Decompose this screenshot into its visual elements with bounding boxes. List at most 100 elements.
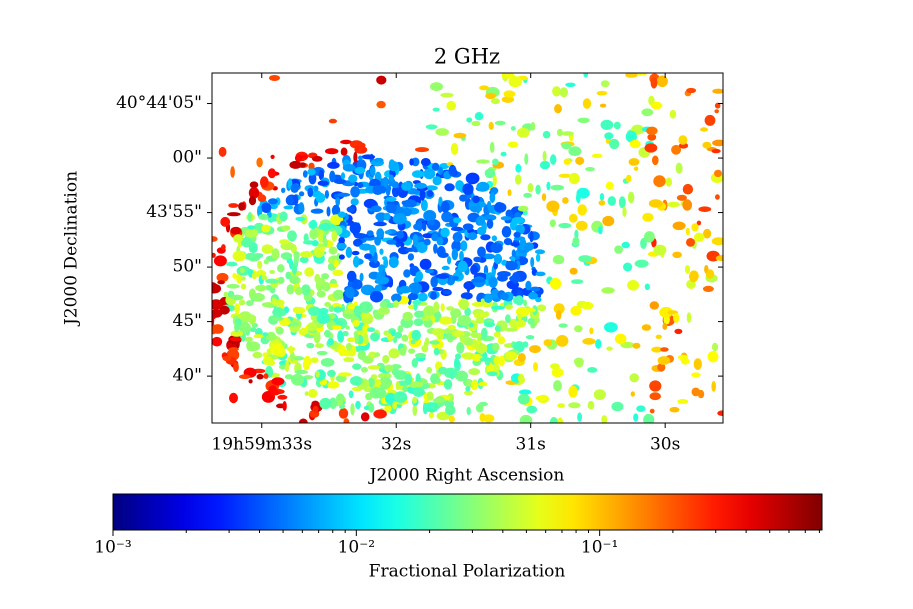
map-blob bbox=[426, 190, 434, 197]
map-blob bbox=[230, 166, 235, 178]
map-blob bbox=[413, 223, 422, 231]
map-blob bbox=[363, 332, 369, 345]
map-blob bbox=[402, 199, 417, 208]
map-blob bbox=[364, 253, 373, 260]
map-blob bbox=[647, 133, 657, 141]
map-blob bbox=[382, 354, 390, 364]
map-blob bbox=[324, 329, 331, 338]
map-blob bbox=[420, 158, 431, 167]
map-blob bbox=[441, 265, 450, 271]
map-blob bbox=[473, 256, 482, 263]
map-blob bbox=[393, 391, 408, 403]
map-blob bbox=[238, 374, 251, 380]
map-blob bbox=[463, 337, 474, 346]
y-tick-label: 50" bbox=[173, 257, 202, 277]
map-blob bbox=[234, 322, 240, 333]
map-blob bbox=[309, 219, 318, 230]
map-blob bbox=[543, 339, 553, 347]
map-blob bbox=[261, 224, 271, 233]
map-blob bbox=[352, 363, 362, 370]
map-blob bbox=[446, 306, 455, 311]
map-blob bbox=[315, 370, 320, 378]
map-blob bbox=[328, 246, 338, 255]
map-blob bbox=[455, 370, 468, 382]
map-blob bbox=[649, 301, 659, 310]
map-blob bbox=[517, 313, 523, 321]
map-blob bbox=[558, 323, 568, 328]
map-blob bbox=[453, 217, 462, 224]
map-blob bbox=[491, 235, 498, 242]
map-blob bbox=[558, 173, 572, 178]
map-blob bbox=[504, 351, 518, 361]
map-blob bbox=[373, 409, 387, 419]
map-blob bbox=[262, 352, 268, 358]
map-blob bbox=[651, 346, 663, 353]
map-blob bbox=[301, 284, 311, 296]
map-blob bbox=[229, 337, 242, 342]
map-blob bbox=[293, 356, 305, 361]
map-blob bbox=[377, 307, 390, 315]
map-blob bbox=[682, 199, 693, 211]
map-blob bbox=[401, 181, 412, 191]
map-blob bbox=[523, 192, 532, 198]
map-blob bbox=[279, 211, 288, 222]
map-blob bbox=[361, 154, 376, 160]
map-blob bbox=[451, 248, 458, 261]
map-blob bbox=[429, 340, 440, 345]
map-blob bbox=[505, 260, 518, 271]
map-blob bbox=[513, 296, 523, 305]
y-tick-label: 45" bbox=[173, 311, 202, 331]
map-blob bbox=[568, 385, 578, 398]
map-blob bbox=[510, 126, 516, 131]
map-blob bbox=[385, 392, 397, 405]
map-blob bbox=[649, 380, 662, 392]
map-blob bbox=[307, 168, 316, 176]
map-blob bbox=[430, 82, 443, 92]
map-blob bbox=[327, 369, 336, 377]
map-blob bbox=[272, 307, 286, 318]
map-blob bbox=[366, 230, 374, 237]
map-blob bbox=[331, 204, 341, 217]
map-blob bbox=[618, 196, 626, 209]
map-blob bbox=[234, 303, 241, 314]
map-blob bbox=[298, 418, 308, 423]
map-blob bbox=[293, 251, 300, 259]
map-blob bbox=[404, 373, 413, 385]
map-blob bbox=[376, 100, 386, 109]
map-blob bbox=[432, 377, 441, 384]
map-blob bbox=[261, 202, 272, 214]
map-blob bbox=[601, 415, 608, 423]
map-blob bbox=[396, 230, 404, 239]
map-blob bbox=[367, 365, 381, 370]
map-blob bbox=[471, 120, 481, 127]
map-blob bbox=[391, 330, 396, 337]
map-blob bbox=[357, 350, 366, 360]
map-blob bbox=[440, 201, 450, 213]
map-blob bbox=[542, 150, 547, 162]
map-blob bbox=[494, 326, 500, 332]
map-blob bbox=[423, 168, 436, 180]
map-blob bbox=[284, 360, 290, 373]
map-blob bbox=[299, 251, 314, 258]
map-blob bbox=[359, 243, 373, 251]
map-blob bbox=[443, 379, 453, 390]
map-blob bbox=[714, 109, 719, 114]
map-blob bbox=[445, 405, 456, 416]
map-blob bbox=[319, 222, 332, 231]
map-blob bbox=[583, 73, 589, 78]
map-blob bbox=[307, 187, 314, 198]
map-blob bbox=[578, 255, 592, 263]
map-blob bbox=[595, 339, 602, 349]
map-blob bbox=[417, 292, 428, 302]
map-blob bbox=[480, 298, 485, 303]
map-blob bbox=[483, 214, 497, 221]
map-blob bbox=[272, 316, 284, 321]
x-tick-label: 32s bbox=[381, 435, 411, 455]
map-blob bbox=[391, 293, 402, 303]
map-blob bbox=[344, 286, 355, 298]
map-blob bbox=[599, 193, 605, 201]
map-blob bbox=[591, 153, 603, 158]
map-blob bbox=[466, 407, 471, 415]
map-blob bbox=[433, 301, 440, 313]
map-blob bbox=[270, 343, 285, 356]
